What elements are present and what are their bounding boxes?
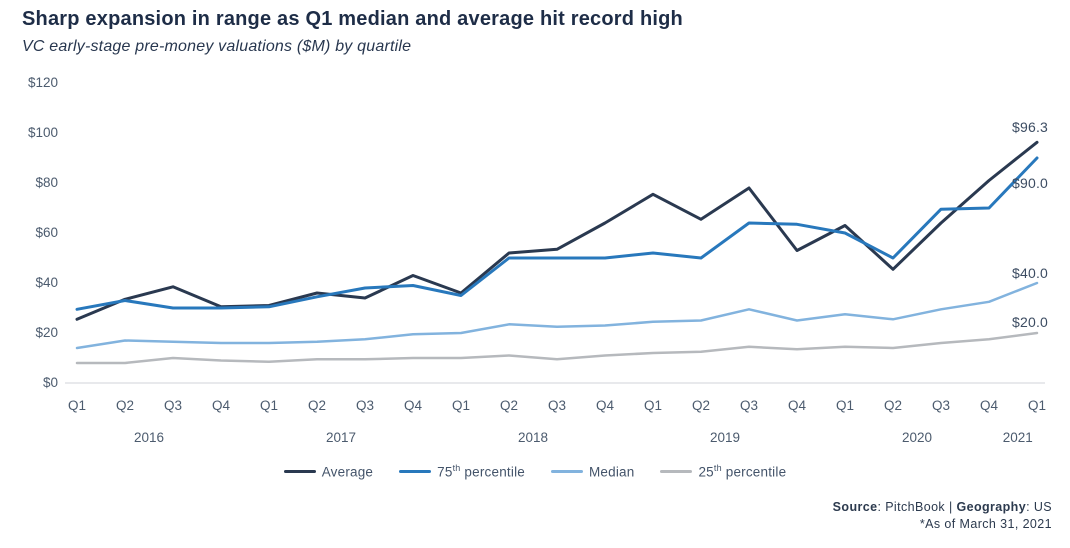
average-line <box>75 140 1039 321</box>
y-axis-tick-label: $120 <box>27 75 58 90</box>
geography-label: Geography <box>956 500 1027 514</box>
x-axis-quarter-label: Q4 <box>979 398 999 413</box>
legend-text: percentile <box>721 464 787 480</box>
x-axis-year-label: 2017 <box>325 430 357 445</box>
legend-label-average: Average <box>322 463 373 480</box>
page-subtitle: VC early-stage pre-money valuations ($M)… <box>22 38 412 55</box>
legend-item-median: Median <box>550 463 634 480</box>
legend-item-25th-percentile: 25th percentile <box>660 463 786 480</box>
legend-sup: th <box>713 463 722 473</box>
x-axis-quarter-label: Q3 <box>163 398 183 413</box>
legend-label-median: Median <box>589 463 634 480</box>
x-axis-quarter-label: Q2 <box>499 398 519 413</box>
x-axis-quarter-label: Q3 <box>355 398 375 413</box>
75th-percentile-line <box>75 156 1039 311</box>
legend-text: 25 <box>698 464 714 480</box>
series-end-value-label: $40.0 <box>1012 265 1049 281</box>
source-note: Source: PitchBook | Geography: US *As of… <box>833 499 1052 533</box>
legend-sup: th <box>452 463 461 473</box>
x-axis-quarter-label: Q1 <box>451 398 471 413</box>
x-axis-quarter-label: Q3 <box>739 398 759 413</box>
series-end-value-label: $90.0 <box>1012 175 1049 191</box>
x-axis-year-label: 2018 <box>517 430 549 445</box>
source-label: Source <box>832 500 878 514</box>
legend-item-75th-percentile: 75th percentile <box>399 463 525 480</box>
x-axis-year-label: 2021 <box>1002 430 1033 445</box>
y-axis-tick-label: $20 <box>35 325 58 340</box>
legend-swatch-average-icon <box>283 469 316 473</box>
source-value: : PitchBook | <box>877 500 957 514</box>
legend-label-25th-percentile: 25th percentile <box>698 463 786 480</box>
asof-line: *As of March 31, 2021 <box>919 517 1052 531</box>
x-axis-quarter-label: Q1 <box>67 398 87 413</box>
x-axis-quarter-label: Q4 <box>787 398 807 413</box>
y-axis-tick-label: $0 <box>42 375 58 390</box>
legend-text: 75 <box>437 464 453 480</box>
series-end-value-label: $20.0 <box>1012 314 1049 330</box>
x-axis-quarter-label: Q3 <box>547 398 567 413</box>
legend-text: percentile <box>460 464 525 480</box>
y-axis-tick-label: $60 <box>35 225 58 240</box>
x-axis-quarter-label: Q1 <box>1027 398 1047 413</box>
legend-text: Average <box>321 464 374 480</box>
legend-item-average: Average <box>283 463 373 480</box>
legend-swatch-25th-percentile-icon <box>660 469 693 473</box>
series-end-value-label: $96.3 <box>1012 119 1049 136</box>
legend-swatch-75th-percentile-icon <box>399 469 432 473</box>
x-axis-quarter-label: Q2 <box>883 398 903 413</box>
geography-value: : US <box>1026 500 1052 514</box>
source-line: Source: PitchBook | Geography: US <box>833 499 1052 516</box>
x-axis-year-label: 2016 <box>133 430 165 445</box>
x-axis-quarter-label: Q2 <box>691 398 711 413</box>
legend-label-75th-percentile: 75th percentile <box>437 463 525 480</box>
x-axis-quarter-label: Q1 <box>643 398 663 413</box>
y-axis-tick-label: $80 <box>35 175 58 190</box>
legend-text: Median <box>588 464 635 480</box>
x-axis-quarter-label: Q2 <box>115 398 135 413</box>
x-axis-quarter-label: Q4 <box>595 398 615 413</box>
page-title: Sharp expansion in range as Q1 median an… <box>22 8 683 30</box>
median-line <box>75 281 1039 350</box>
25th-percentile-line <box>75 331 1039 365</box>
x-axis-year-label: 2019 <box>709 430 741 445</box>
x-axis-quarter-label: Q4 <box>403 398 423 413</box>
x-axis-year-label: 2020 <box>901 430 933 445</box>
legend-swatch-median-icon <box>550 469 583 473</box>
x-axis-quarter-label: Q2 <box>307 398 327 413</box>
x-axis-quarter-label: Q3 <box>931 398 951 413</box>
y-axis-tick-label: $100 <box>27 125 58 140</box>
x-axis-quarter-label: Q1 <box>835 398 855 413</box>
x-axis-quarter-label: Q1 <box>259 398 279 413</box>
chart-legend: Average 75th percentile Median 25th perc… <box>0 463 1070 480</box>
y-axis-tick-label: $40 <box>35 275 58 290</box>
x-axis-quarter-label: Q4 <box>211 398 231 413</box>
